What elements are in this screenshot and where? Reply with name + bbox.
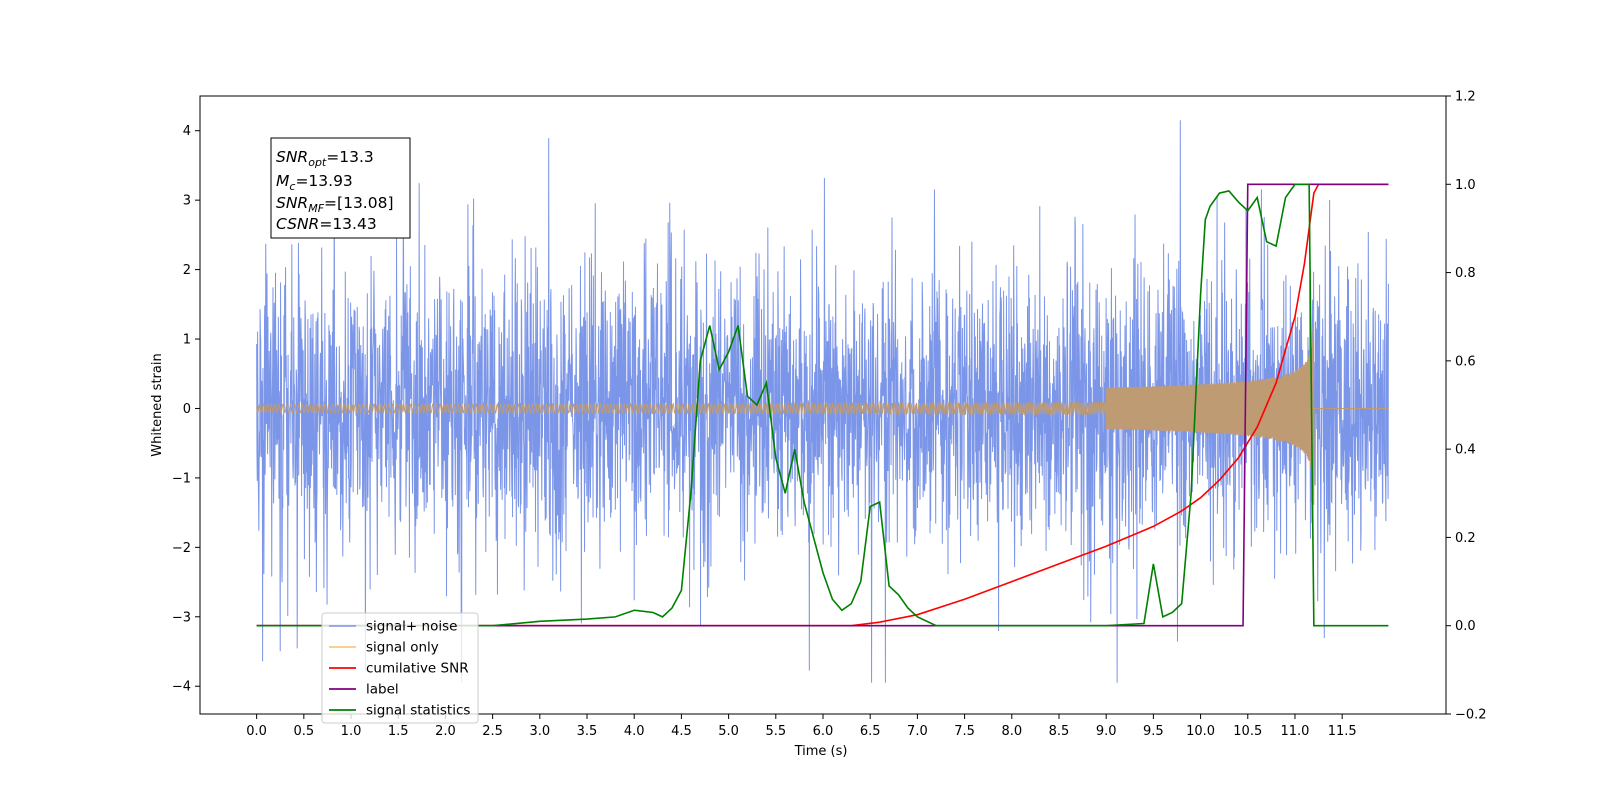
- y-left-tick-label: −2: [172, 541, 191, 556]
- x-tick-label: 3.0: [529, 724, 550, 739]
- annotation-frame: [270, 137, 411, 239]
- annotation-snr-opt: SNRopt=13.3: [276, 148, 374, 169]
- legend-frame: [321, 612, 479, 724]
- annotation-csnr: CSNR=13.43: [276, 215, 377, 233]
- x-tick-label: 6.0: [813, 724, 834, 739]
- legend-label: label: [366, 682, 399, 698]
- x-tick-label: 4.0: [624, 724, 645, 739]
- plot-area: [256, 120, 1389, 683]
- x-axis: 0.0 0.5 1.0 1.5 2.0 2.5 3.0 3.5 4.0 4.5 5.0 5.5 6.0 6…: [246, 714, 1357, 739]
- legend-label: cumilative SNR: [366, 661, 469, 677]
- series-signal-statistics: [256, 183, 1389, 627]
- y-left-tick-label: −1: [172, 471, 191, 486]
- x-axis-label: Time (s): [794, 744, 848, 759]
- y-right-tick-label: 0.4: [1455, 443, 1476, 458]
- legend-label: signal statistics: [366, 703, 470, 719]
- legend-label: signal+ noise: [366, 619, 457, 635]
- y-axis-right: −0.2 0.0 0.2 0.4 0.6 0.8 1.0 1.2: [1446, 90, 1487, 723]
- x-tick-label: 10.0: [1186, 724, 1215, 739]
- y-left-tick-label: 1: [183, 333, 191, 348]
- y-left-tick-label: 0: [183, 402, 191, 417]
- y-right-tick-label: 0.2: [1455, 531, 1476, 546]
- y-right-tick-label: 0.6: [1455, 354, 1476, 369]
- x-tick-label: 8.0: [1001, 724, 1022, 739]
- x-tick-label: 1.5: [388, 724, 409, 739]
- y-left-tick-label: −3: [172, 610, 191, 625]
- x-tick-label: 0.5: [293, 724, 314, 739]
- x-tick-label: 11.5: [1328, 724, 1357, 739]
- y-right-tick-label: 0.8: [1455, 266, 1476, 281]
- y-left-tick-label: −4: [172, 680, 191, 695]
- x-tick-label: 2.5: [482, 724, 503, 739]
- y-left-tick-label: 2: [183, 263, 191, 278]
- series-cumulative-snr: [256, 183, 1389, 627]
- x-tick-label: 9.5: [1143, 724, 1164, 739]
- x-tick-label: 6.5: [860, 724, 881, 739]
- x-tick-label: 3.5: [577, 724, 598, 739]
- series-signal-only: [256, 309, 1389, 505]
- x-tick-label: 5.5: [765, 724, 786, 739]
- y-right-tick-label: 1.0: [1455, 178, 1476, 193]
- x-tick-label: 5.0: [718, 724, 739, 739]
- y-axis-left: −4 −3 −2 −1 0 1 2 3 4: [172, 124, 200, 695]
- x-tick-label: 2.0: [435, 724, 456, 739]
- x-tick-label: 4.5: [671, 724, 692, 739]
- stats-annotation-box: SNRopt=13.3 Mc=13.93 SNRMF=[13.08] CSNR=…: [270, 137, 411, 239]
- x-tick-label: 11.0: [1280, 724, 1309, 739]
- legend-label: signal only: [366, 640, 439, 656]
- annotation-snr-mf: SNRMF=[13.08]: [276, 194, 394, 215]
- legend: signal+ noise signal only cumilative SNR la…: [321, 612, 479, 724]
- x-tick-label: 0.0: [246, 724, 267, 739]
- annotation-mc: Mc=13.93: [276, 172, 353, 193]
- x-tick-label: 8.5: [1049, 724, 1070, 739]
- x-tick-label: 9.0: [1096, 724, 1117, 739]
- y-right-tick-label: 0.0: [1455, 619, 1476, 634]
- y-left-tick-label: 4: [183, 124, 191, 139]
- y-axis-label: Whitened strain: [150, 353, 165, 456]
- x-tick-label: 7.5: [954, 724, 975, 739]
- x-tick-label: 7.0: [907, 724, 928, 739]
- y-right-tick-label: −0.2: [1455, 708, 1487, 723]
- series-label: [256, 183, 1389, 627]
- x-tick-label: 1.0: [341, 724, 362, 739]
- x-tick-label: 10.5: [1233, 724, 1262, 739]
- y-left-tick-label: 3: [183, 194, 191, 209]
- series-signal-plus-noise: [256, 120, 1389, 683]
- y-right-tick-label: 1.2: [1455, 90, 1476, 105]
